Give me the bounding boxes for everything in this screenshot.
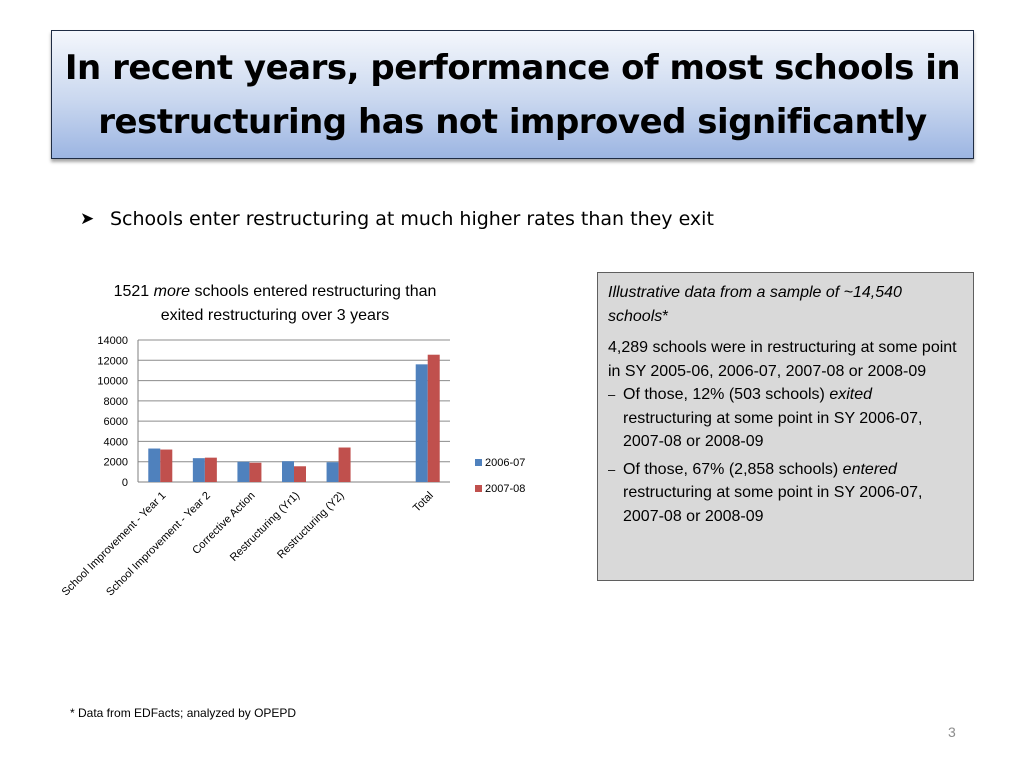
bullet-row: ➤ Schools enter restructuring at much hi…: [80, 204, 714, 234]
chart-title: 1521 more schools entered restructuring …: [110, 280, 440, 328]
slide-title-line-2: restructuring has not improved significa…: [98, 101, 927, 142]
info-sub-item-exited: – Of those, 12% (503 schools) exited res…: [608, 383, 963, 454]
bar-2006-07: [237, 461, 250, 482]
y-tick-label: 12000: [97, 355, 128, 367]
chart-title-part-1: 1521: [113, 283, 154, 300]
dash-bullet-icon: –: [608, 387, 616, 402]
info-item1-post: restructuring at some point in SY 2006-0…: [623, 409, 923, 451]
slide-title-line-1: In recent years, performance of most sch…: [64, 47, 961, 88]
info-box: Illustrative data from a sample of ~14,5…: [597, 272, 974, 581]
y-tick-label: 14000: [97, 335, 128, 347]
info-sub-item-entered: – Of those, 67% (2,858 schools) entered …: [608, 458, 963, 529]
info-item2-post: restructuring at some point in SY 2006-0…: [623, 484, 923, 525]
info-item1-pre: Of those, 12% (503 schools): [623, 386, 830, 403]
bar-2007-08: [427, 354, 440, 482]
bar-2006-07: [415, 364, 428, 482]
bar-2006-07: [326, 462, 339, 482]
dash-bullet-icon: –: [608, 461, 616, 477]
legend-swatch: [475, 459, 482, 466]
legend-swatch: [475, 485, 482, 492]
slide-title-box: In recent years, performance of most sch…: [51, 30, 974, 159]
info-item1-emphasis: exited: [829, 386, 873, 403]
y-tick-label: 0: [122, 477, 128, 489]
legend-label: 2007-08: [485, 483, 525, 495]
legend-label: 2006-07: [485, 457, 525, 469]
bar-2007-08: [294, 466, 306, 482]
bar-2007-08: [204, 457, 217, 482]
chart-title-part-2: schools entered restructuring than exite…: [160, 283, 437, 324]
chart-title-emphasis: more: [153, 283, 191, 300]
y-tick-label: 8000: [104, 396, 128, 408]
bar-2007-08: [338, 447, 351, 482]
page-number: 3: [948, 724, 956, 740]
info-main-text: 4,289 schools were in restructuring at s…: [608, 339, 957, 380]
bullet-text: Schools enter restructuring at much high…: [110, 208, 714, 230]
bar-2007-08: [249, 462, 262, 482]
info-item2-emphasis: entered: [842, 460, 897, 478]
y-tick-label: 4000: [104, 436, 128, 448]
info-intro: Illustrative data from a sample of ~14,5…: [608, 281, 963, 328]
bar-2007-08: [160, 449, 173, 482]
info-item2-pre: Of those, 67% (2,858 schools): [623, 460, 843, 478]
bar-2006-07: [192, 458, 205, 482]
footnote: * Data from EDFacts; analyzed by OPEPD: [70, 706, 297, 720]
bar-2006-07: [282, 461, 294, 482]
x-category-label: Total: [411, 490, 436, 515]
arrow-bullet-icon: ➤: [80, 209, 95, 228]
bar-2006-07: [148, 448, 161, 482]
bar-chart: 1521 more schools entered restructuring …: [30, 276, 570, 636]
y-tick-label: 2000: [104, 457, 128, 469]
info-intro-text: Illustrative data from a sample of ~14,5…: [608, 284, 902, 325]
y-tick-label: 10000: [97, 376, 128, 388]
info-intro-star: *: [662, 307, 669, 325]
y-tick-label: 6000: [104, 416, 128, 428]
